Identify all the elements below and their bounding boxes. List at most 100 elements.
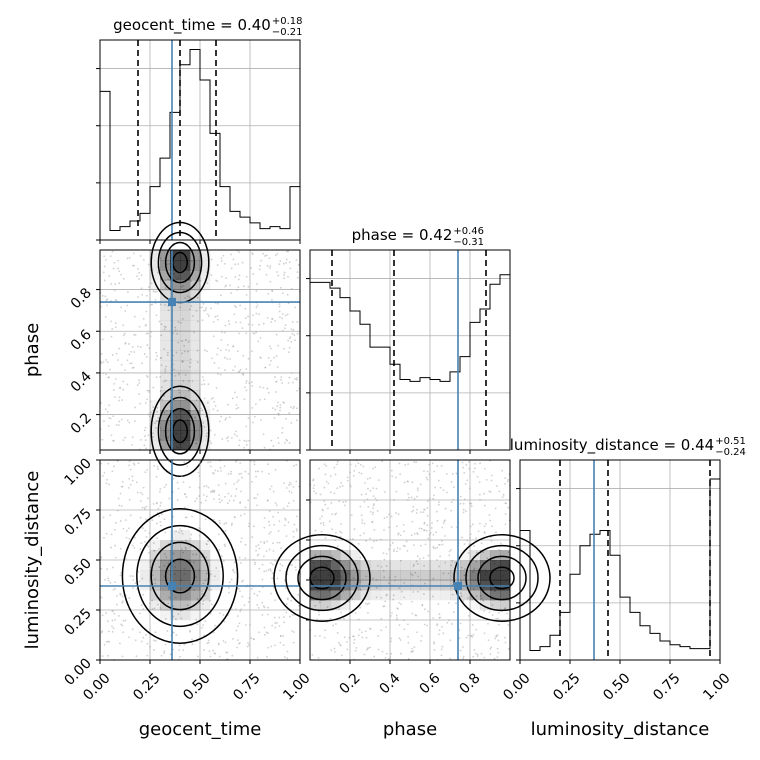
scatter-point [436, 519, 439, 522]
scatter-point [340, 654, 343, 657]
scatter-point [504, 502, 507, 505]
scatter-point [383, 490, 386, 493]
scatter-point [334, 513, 336, 516]
scatter-point [286, 650, 289, 653]
scatter-point [192, 314, 194, 317]
scatter-point [155, 314, 158, 317]
scatter-point [324, 629, 327, 632]
scatter-point [143, 444, 146, 447]
scatter-point [109, 255, 112, 257]
scatter-point [119, 387, 122, 389]
scatter-point [113, 528, 116, 531]
scatter-point [226, 344, 229, 346]
scatter-point [324, 473, 327, 476]
scatter-point [212, 408, 215, 411]
density-cell [200, 280, 211, 291]
density-cell [190, 280, 201, 291]
scatter-point [394, 579, 396, 582]
scatter-point [142, 608, 145, 610]
scatter-point [242, 579, 244, 582]
scatter-point [176, 332, 179, 335]
scatter-point [288, 441, 291, 444]
scatter-point [292, 328, 295, 331]
scatter-point [203, 426, 206, 428]
scatter-point [444, 519, 446, 522]
scatter-point [355, 646, 358, 649]
scatter-point [431, 522, 433, 524]
scatter-point [165, 410, 168, 412]
scatter-point [216, 264, 219, 267]
scatter-point [222, 254, 225, 257]
scatter-point [295, 463, 298, 466]
scatter-point [147, 434, 150, 437]
scatter-point [198, 495, 201, 497]
scatter-point [232, 258, 235, 261]
scatter-point [210, 307, 212, 310]
scatter-point [460, 580, 462, 583]
scatter-point [403, 628, 406, 631]
scatter-point [245, 379, 248, 382]
scatter-point [213, 489, 216, 492]
scatter-point [108, 483, 110, 486]
scatter-point [283, 327, 286, 330]
scatter-point [139, 631, 141, 634]
scatter-point [395, 512, 398, 514]
scatter-point [237, 587, 240, 590]
scatter-point [479, 498, 481, 501]
scatter-point [245, 275, 248, 278]
scatter-point [444, 507, 447, 510]
scatter-point [262, 386, 265, 389]
scatter-point [236, 615, 239, 617]
scatter-point [117, 259, 120, 262]
scatter-point [216, 353, 219, 356]
scatter-point [281, 313, 284, 315]
scatter-point [196, 320, 199, 323]
scatter-point [133, 315, 136, 318]
scatter-point [335, 531, 337, 534]
scatter-point [287, 351, 290, 354]
scatter-point [432, 497, 435, 500]
scatter-point [153, 649, 155, 651]
scatter-point [232, 369, 235, 372]
scatter-point [403, 582, 406, 584]
scatter-point [174, 326, 176, 329]
scatter-point [399, 548, 401, 550]
scatter-point [209, 599, 211, 602]
scatter-point [207, 461, 210, 464]
scatter-point [261, 578, 264, 581]
density-cell [170, 370, 181, 381]
density-cell [350, 590, 361, 601]
scatter-point [126, 419, 129, 422]
scatter-point [494, 507, 497, 510]
scatter-point [159, 427, 162, 430]
scatter-point [430, 527, 433, 529]
scatter-point [201, 590, 203, 593]
scatter-point [227, 403, 230, 406]
scatter-point [238, 622, 241, 625]
scatter-point [238, 439, 241, 442]
scatter-point [439, 555, 442, 558]
density-cell [360, 560, 371, 571]
scatter-point [128, 421, 131, 424]
scatter-point [178, 373, 180, 376]
density-cell [180, 300, 191, 311]
scatter-point [160, 524, 162, 527]
density-cell [480, 550, 491, 561]
scatter-point [220, 257, 223, 260]
density-cell [460, 550, 471, 561]
scatter-point [198, 534, 201, 537]
scatter-point [287, 598, 289, 600]
scatter-point [100, 352, 103, 355]
scatter-point [102, 516, 105, 519]
scatter-point [134, 420, 136, 422]
scatter-point [256, 304, 259, 307]
scatter-point [231, 522, 233, 525]
scatter-point [382, 569, 385, 572]
scatter-point [397, 533, 399, 536]
scatter-point [478, 493, 481, 496]
scatter-point [507, 647, 510, 650]
scatter-point [463, 471, 466, 474]
scatter-point [354, 465, 357, 467]
x-tick-label: 0.75 [230, 670, 263, 703]
density-cell [200, 400, 211, 411]
